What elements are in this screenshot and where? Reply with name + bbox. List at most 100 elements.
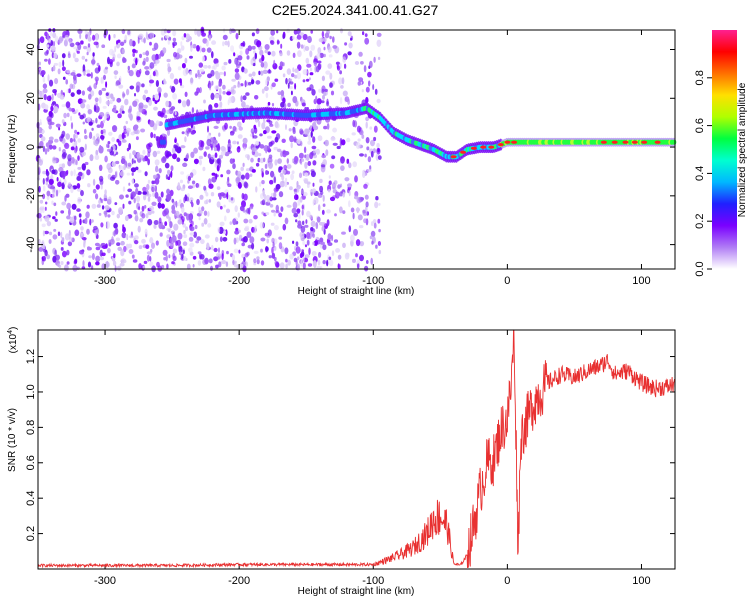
spectrogram-noise-blob bbox=[260, 260, 265, 266]
spectrogram-noise-blob bbox=[60, 261, 64, 265]
spectrogram-noise-blob bbox=[85, 211, 90, 219]
spectrogram-noise-blob bbox=[193, 231, 198, 238]
spectrogram-noise-blob bbox=[119, 165, 124, 173]
spectrogram-noise-blob bbox=[285, 263, 288, 269]
spectrogram-noise-blob bbox=[279, 61, 284, 68]
spectrogram-noise-blob bbox=[145, 31, 148, 39]
spectrogram-noise-blob bbox=[98, 212, 102, 216]
spectrogram-noise-blob bbox=[346, 137, 351, 143]
spectrogram-noise-blob bbox=[325, 149, 329, 157]
spectrogram-noise-blob bbox=[143, 104, 148, 109]
spectrogram-noise-blob bbox=[149, 41, 152, 46]
spectrogram-noise-blob bbox=[185, 67, 189, 75]
spectrogram-noise-blob bbox=[62, 76, 66, 81]
spectrogram-ridge-peak bbox=[622, 140, 629, 144]
spectrogram-noise-blob bbox=[120, 249, 125, 257]
spectrogram-noise-blob bbox=[259, 133, 263, 137]
spectrogram-noise-blob bbox=[284, 151, 290, 156]
spectrogram-noise-blob bbox=[116, 97, 122, 103]
spectrogram-noise-blob bbox=[250, 157, 254, 163]
spectrogram-noise-blob bbox=[273, 212, 276, 217]
spectrogram-ridge-peak bbox=[654, 140, 661, 144]
spectrogram-noise-blob bbox=[319, 237, 324, 243]
spectrogram-noise-blob bbox=[134, 183, 139, 188]
spectrogram-noise-blob bbox=[61, 53, 66, 59]
spectrogram-noise-blob bbox=[362, 31, 365, 36]
spectrogram-noise-blob bbox=[168, 228, 171, 233]
spectrogram-noise-blob bbox=[357, 138, 361, 142]
spectrogram-noise-blob bbox=[182, 241, 188, 246]
spectrogram-noise-blob bbox=[167, 66, 172, 73]
spectrogram-noise-blob bbox=[292, 36, 295, 40]
spectrogram-noise-blob bbox=[315, 148, 320, 155]
spectrogram-noise-blob bbox=[126, 88, 130, 96]
spectrogram-noise-blob bbox=[333, 239, 339, 243]
spectrogram-noise-blob bbox=[310, 220, 316, 227]
spectrogram-noise-blob bbox=[135, 69, 141, 78]
spectrogram-noise-blob bbox=[61, 66, 66, 72]
spectrogram-noise-blob bbox=[46, 115, 52, 122]
spectrogram-noise-blob bbox=[197, 251, 202, 255]
spectrogram-noise-blob bbox=[117, 113, 122, 119]
spectrogram-noise-blob bbox=[51, 93, 54, 101]
spectrogram-noise-blob bbox=[196, 45, 200, 52]
spectrogram-noise-blob bbox=[74, 229, 80, 237]
spectrogram-noise-blob bbox=[177, 232, 183, 240]
spectrogram-noise-blob bbox=[119, 194, 124, 200]
spectrogram-noise-blob bbox=[360, 61, 364, 65]
spectrogram-noise-blob bbox=[155, 71, 159, 77]
spectrogram-noise-blob bbox=[309, 84, 314, 91]
spectrogram-noise-blob bbox=[190, 130, 195, 135]
spectrogram-noise-blob bbox=[111, 137, 116, 142]
spectrogram-noise-blob bbox=[151, 210, 155, 214]
spectrogram-noise-blob bbox=[218, 87, 222, 95]
spectrogram-noise-blob bbox=[327, 63, 333, 69]
spectrogram-noise-blob bbox=[309, 67, 313, 72]
spectrogram-noise-blob bbox=[164, 208, 169, 215]
spectrogram-noise-blob bbox=[243, 256, 246, 262]
spectrogram-noise-blob bbox=[321, 30, 325, 38]
spectrogram-noise-blob bbox=[153, 224, 157, 229]
spectrogram-noise-blob bbox=[180, 41, 183, 47]
spectrogram-noise-blob bbox=[203, 151, 207, 157]
spectrogram-noise-blob bbox=[293, 213, 299, 218]
spectrogram-noise-blob bbox=[286, 68, 292, 75]
spectrogram-noise-blob bbox=[51, 169, 56, 175]
spectrogram-noise-blob bbox=[252, 135, 258, 139]
spectrogram-noise-blob bbox=[311, 89, 316, 96]
spectrogram-noise-blob bbox=[156, 150, 161, 154]
spectrogram-noise-blob bbox=[213, 256, 219, 262]
spectrogram-noise-blob bbox=[115, 171, 117, 178]
spectrogram-noise-blob bbox=[339, 191, 343, 197]
spectrogram-noise-blob bbox=[293, 136, 297, 143]
spectrogram-noise-blob bbox=[228, 96, 233, 104]
spectrogram-noise-blob bbox=[240, 95, 243, 103]
spectrogram-noise-blob bbox=[74, 147, 78, 154]
spectrogram-noise-blob bbox=[40, 70, 46, 76]
spectrogram-noise-blob bbox=[216, 201, 221, 208]
spectrogram-noise-blob bbox=[281, 175, 285, 181]
spectrogram-noise-blob bbox=[142, 52, 146, 56]
spectrogram-noise-blob bbox=[174, 145, 179, 152]
spectrogram-noise-blob bbox=[185, 226, 188, 231]
spectrogram-noise-blob bbox=[159, 112, 165, 118]
colorbar-tick-label: 0.4 bbox=[694, 166, 706, 181]
spectrogram-noise-blob bbox=[259, 181, 262, 187]
spectrogram-noise-blob bbox=[194, 28, 198, 36]
spectrogram-noise-blob bbox=[203, 218, 208, 225]
spectrogram-noise-blob bbox=[94, 76, 99, 82]
spectrogram-noise-blob bbox=[80, 102, 86, 109]
spectrogram-noise-blob bbox=[295, 246, 301, 254]
spectrogram-noise-blob bbox=[213, 147, 217, 152]
spectrogram-noise-blob bbox=[261, 180, 265, 185]
spectrogram-noise-blob bbox=[99, 112, 105, 117]
spectrogram-noise-blob bbox=[363, 183, 368, 189]
spectrogram-noise-blob bbox=[103, 210, 108, 215]
spectrogram-noise-blob bbox=[240, 174, 245, 180]
spectrogram-noise-blob bbox=[170, 165, 174, 172]
spectrogram-noise-blob bbox=[302, 220, 305, 226]
spectrogram-noise-blob bbox=[295, 241, 299, 247]
spectrogram-noise-blob bbox=[102, 245, 107, 250]
spectrogram-noise-blob bbox=[253, 50, 256, 54]
spectrogram-noise-blob bbox=[84, 128, 87, 135]
